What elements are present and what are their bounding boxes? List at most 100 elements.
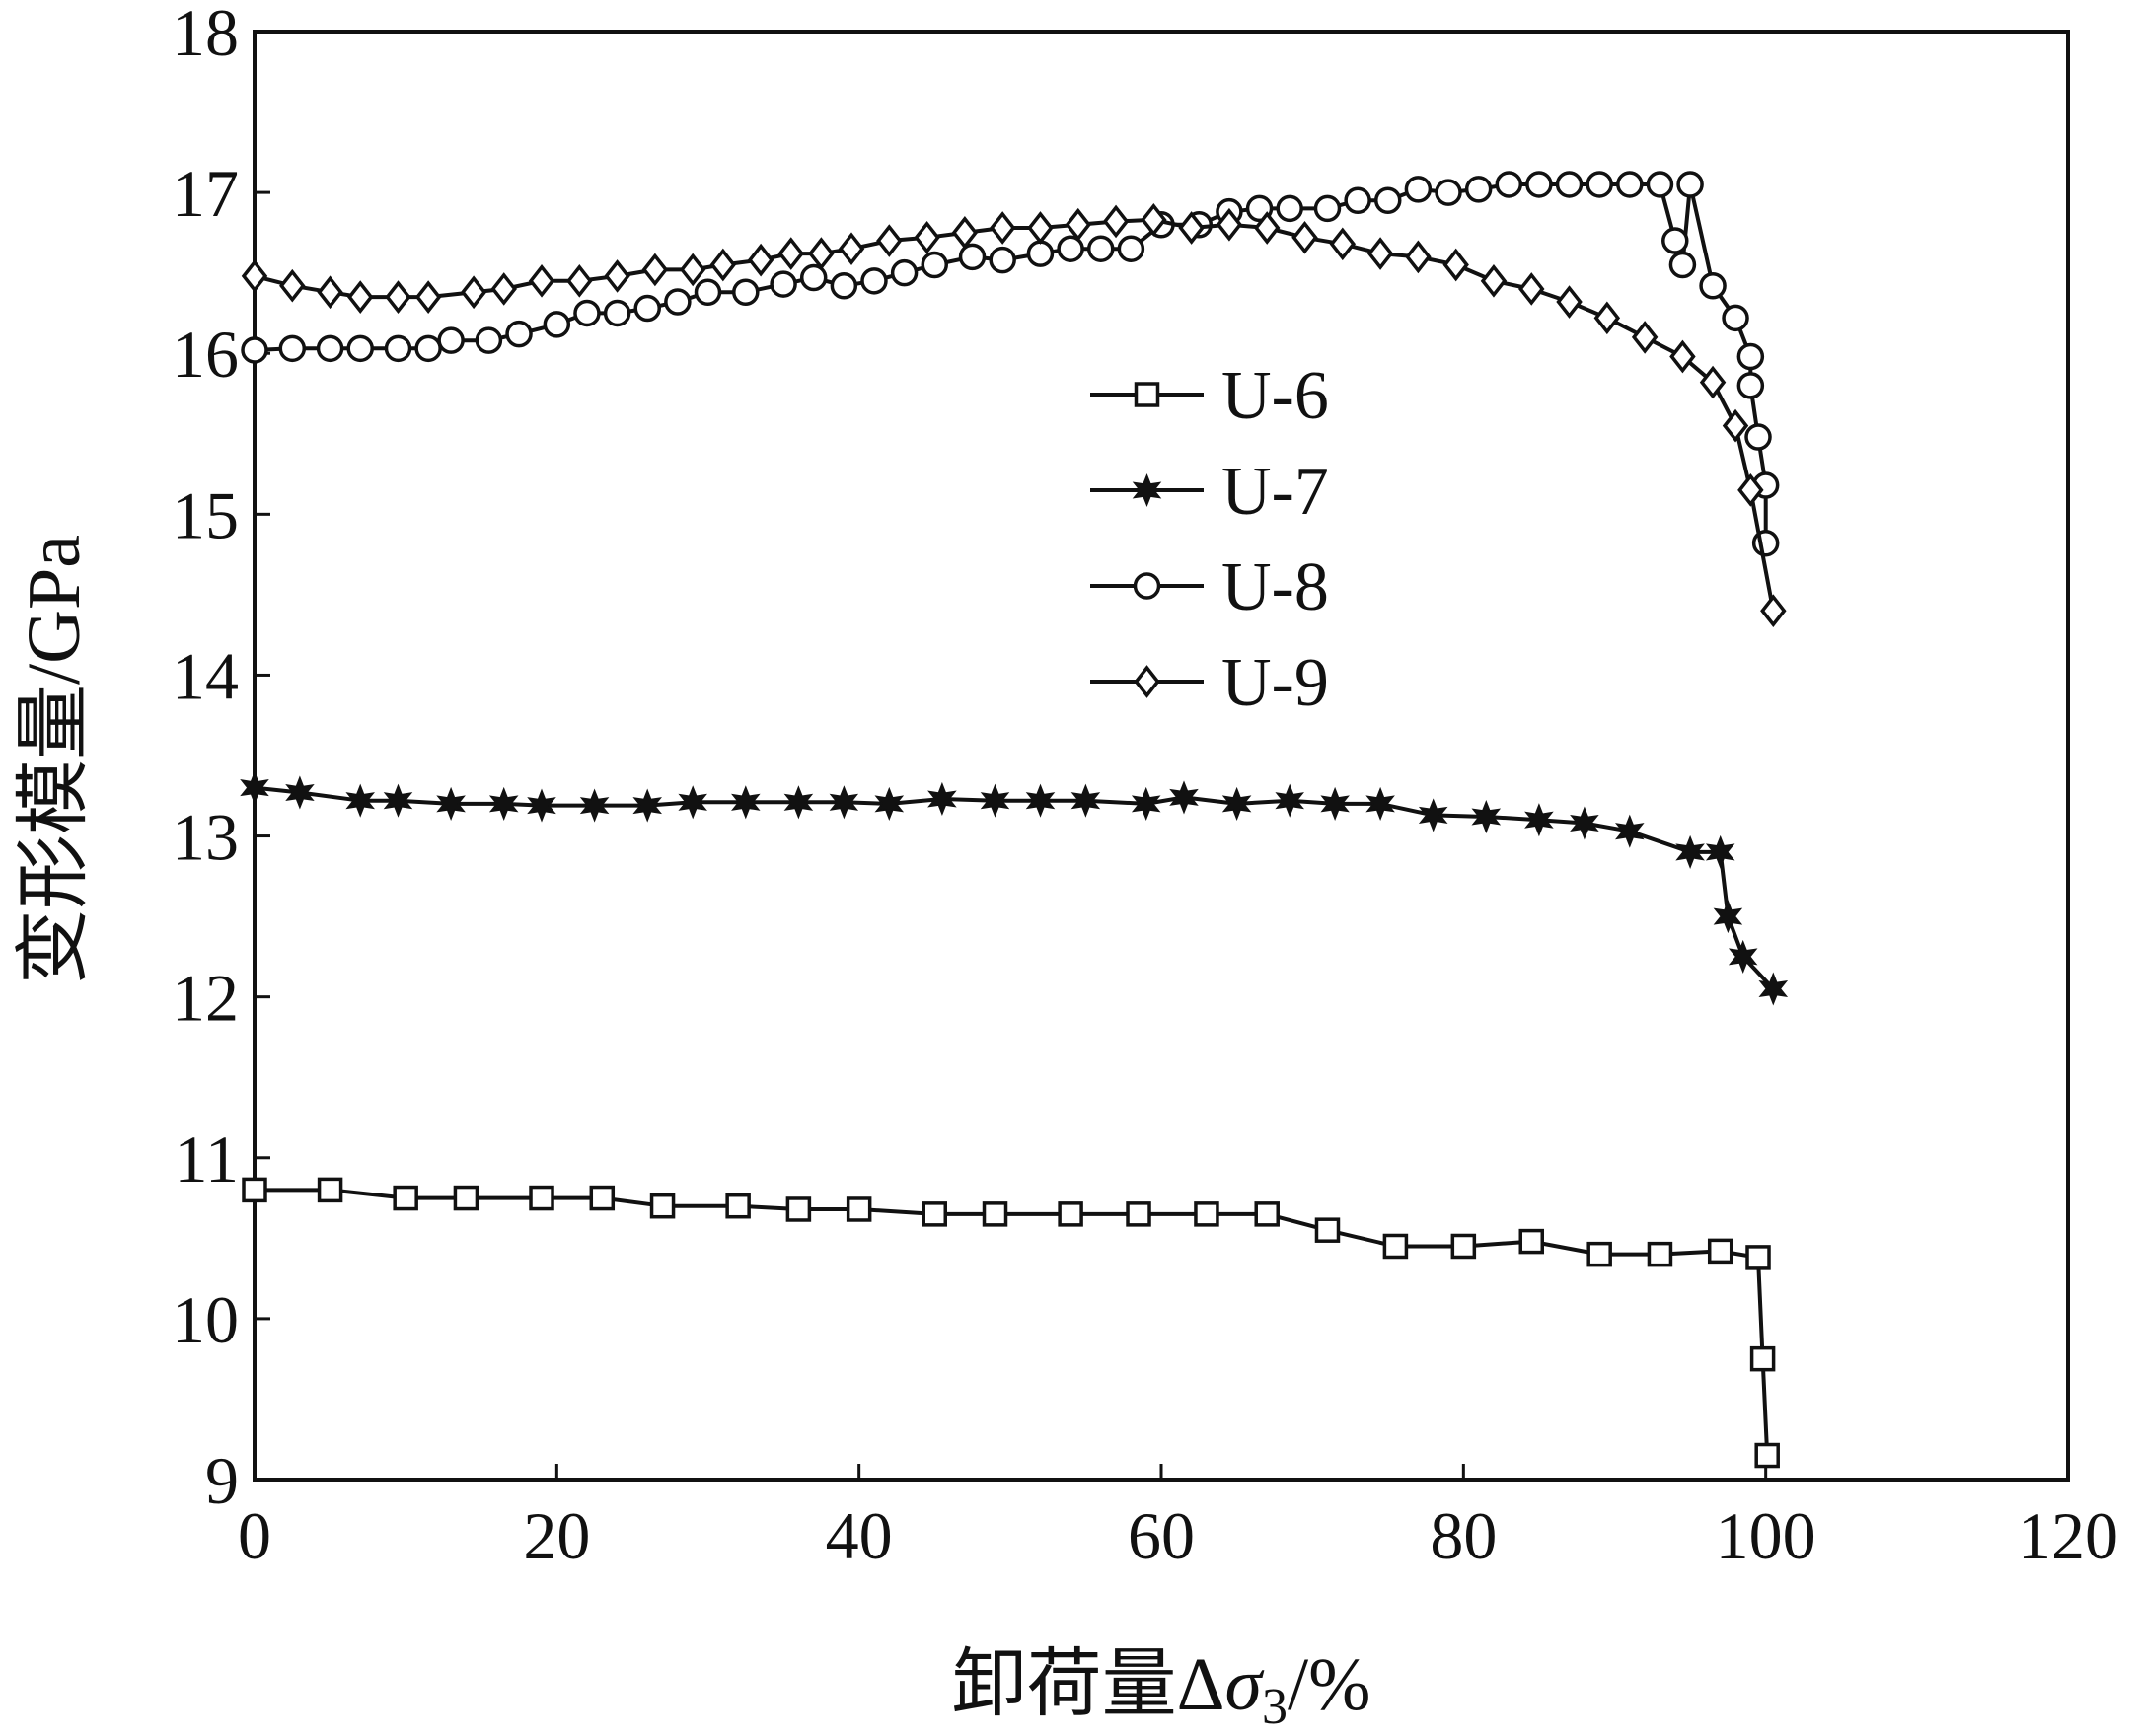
legend-marker	[1133, 572, 1161, 600]
data-point-u-6	[1314, 1217, 1341, 1243]
data-point-u-8	[1525, 171, 1553, 198]
series-u-8	[241, 171, 1780, 557]
data-point-u-7	[1471, 799, 1502, 834]
data-point-u-8	[770, 270, 797, 298]
data-point-u-9	[1178, 211, 1205, 245]
data-point-u-6	[1450, 1233, 1477, 1260]
y-tick-label: 17	[172, 156, 239, 231]
data-point-u-8	[732, 278, 760, 306]
legend-marker	[1134, 382, 1160, 407]
data-point-u-9	[1027, 211, 1054, 245]
data-point-u-9	[1442, 248, 1469, 282]
data-point-u-9	[1699, 365, 1727, 399]
data-point-u-8	[241, 336, 268, 364]
data-point-u-8	[414, 334, 442, 363]
data-point-u-8	[921, 251, 948, 279]
plot-frame	[253, 30, 2070, 1482]
legend-item-u-7: U-7	[1090, 454, 1329, 530]
data-point-u-8	[1435, 179, 1462, 206]
data-point-u-9	[241, 259, 268, 293]
data-point-u-9	[951, 216, 979, 250]
x-tick-label: 100	[1716, 1498, 1816, 1573]
data-point-u-9	[1669, 339, 1696, 374]
data-point-u-9	[279, 268, 306, 303]
data-point-u-6	[982, 1201, 1008, 1227]
data-point-u-8	[1586, 171, 1613, 198]
series	[240, 171, 1789, 1469]
data-point-u-8	[1616, 171, 1644, 198]
data-point-u-9	[1760, 594, 1787, 628]
x-tick-label: 80	[1430, 1498, 1497, 1573]
data-point-u-8	[1404, 176, 1433, 203]
data-point-u-8	[1744, 423, 1772, 451]
data-point-u-9	[1366, 237, 1394, 270]
data-point-u-7	[1524, 803, 1554, 837]
data-point-u-9	[709, 248, 737, 282]
legend-label: U-6	[1221, 358, 1329, 434]
data-point-u-9	[317, 275, 343, 310]
y-tick-label: 15	[172, 477, 239, 552]
data-point-u-8	[1646, 171, 1674, 198]
data-point-u-6	[1754, 1442, 1780, 1469]
data-point-u-9	[914, 220, 940, 254]
legend-marker	[1134, 665, 1160, 698]
x-axis-title-prefix: 卸荷量Δ	[952, 1643, 1225, 1726]
data-point-u-6	[1749, 1345, 1776, 1372]
data-point-u-8	[1086, 235, 1115, 262]
data-point-u-8	[1736, 372, 1765, 399]
data-point-u-8	[1464, 176, 1493, 203]
data-point-u-9	[989, 211, 1016, 245]
data-point-u-8	[1344, 186, 1371, 215]
legend-item-u-8: U-8	[1090, 549, 1329, 625]
data-point-u-7	[1221, 786, 1252, 821]
data-point-u-9	[1405, 240, 1432, 274]
x-axis-title: 卸荷量Δσ3/%	[952, 1643, 1371, 1731]
y-tick-label: 9	[205, 1443, 239, 1518]
legend-label: U-8	[1221, 549, 1329, 625]
data-point-u-8	[1276, 194, 1303, 223]
data-point-u-6	[1745, 1245, 1771, 1270]
data-point-u-7	[1418, 798, 1448, 832]
data-point-u-9	[1329, 227, 1357, 261]
data-point-u-6	[1254, 1201, 1280, 1227]
data-point-u-6	[725, 1193, 751, 1219]
data-point-u-8	[799, 263, 828, 292]
data-point-u-9	[460, 275, 487, 310]
data-point-u-9	[876, 224, 903, 257]
x-tick-label: 120	[2018, 1498, 2118, 1573]
data-point-u-8	[1668, 251, 1697, 279]
data-point-u-6	[649, 1193, 676, 1219]
data-point-u-9	[1722, 408, 1749, 443]
legend-label: U-9	[1221, 645, 1329, 721]
data-point-u-8	[1661, 227, 1689, 254]
y-tick-label: 12	[172, 961, 239, 1036]
data-point-u-9	[414, 280, 442, 314]
data-point-u-8	[384, 334, 412, 363]
data-point-u-9	[1631, 321, 1659, 354]
x-tick-label: 60	[1128, 1498, 1195, 1573]
data-point-u-7	[1570, 806, 1599, 840]
legend-marker	[1132, 472, 1162, 508]
data-point-u-8	[437, 326, 465, 354]
data-point-u-7	[345, 783, 375, 818]
data-point-u-6	[1518, 1228, 1545, 1255]
data-point-u-9	[566, 263, 593, 298]
data-point-u-8	[278, 334, 307, 363]
ticks: 0 20 40 60 80 100 120 9 10 11 12 13 14 15 16 17 18	[172, 0, 2118, 1573]
data-point-u-8	[1676, 171, 1704, 198]
data-point-u-6	[242, 1177, 267, 1203]
data-point-u-7	[927, 781, 957, 817]
data-point-u-9	[604, 259, 630, 293]
data-point-u-8	[573, 299, 601, 327]
data-point-u-7	[1169, 780, 1199, 815]
series-u-7	[240, 770, 1789, 1006]
data-point-u-8	[633, 294, 661, 323]
data-point-u-6	[529, 1185, 554, 1211]
y-tick-label: 13	[172, 800, 239, 875]
x-axis-title-sigma: σ	[1224, 1643, 1264, 1726]
data-point-u-8	[890, 258, 919, 287]
data-point-u-8	[1026, 240, 1055, 267]
data-point-u-8	[505, 320, 533, 348]
data-point-u-7	[1615, 814, 1645, 848]
